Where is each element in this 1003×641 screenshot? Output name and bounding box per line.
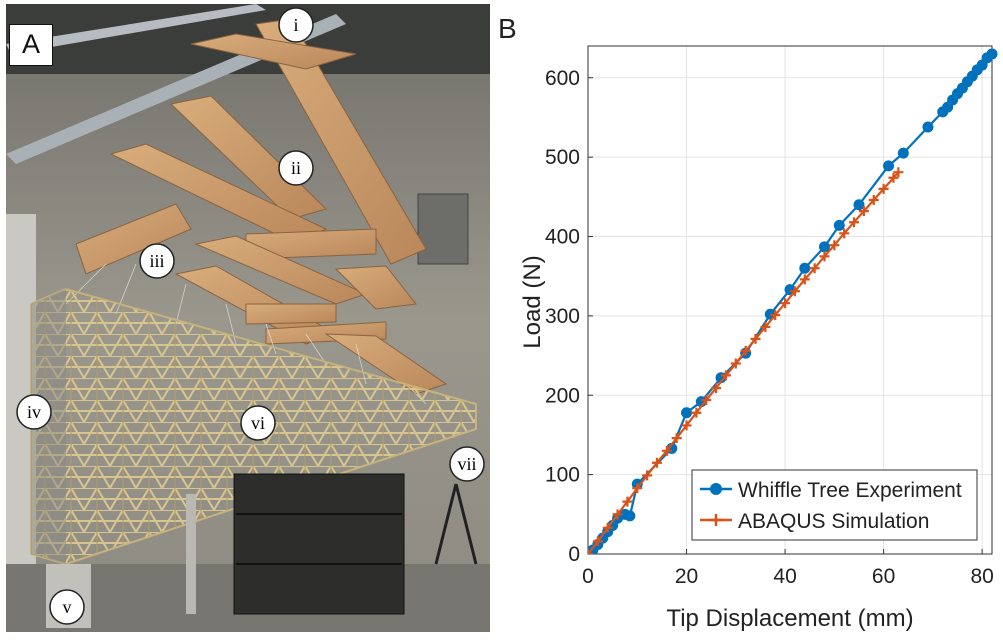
data-point <box>986 48 998 60</box>
y-tick-label: 300 <box>545 305 580 328</box>
legend-marker-circle-icon <box>710 483 722 495</box>
data-point <box>622 496 633 507</box>
callout-vi: vi <box>240 405 276 441</box>
data-point <box>701 395 712 406</box>
x-tick-label: 0 <box>582 565 594 588</box>
data-point <box>711 383 722 394</box>
y-tick-label: 0 <box>568 543 580 566</box>
data-point <box>624 510 636 522</box>
callout-vii-label: vii <box>457 454 476 474</box>
callout-v: v <box>49 589 85 625</box>
data-point <box>730 358 741 369</box>
series-simulation <box>588 167 904 554</box>
data-point <box>661 445 672 456</box>
data-point <box>849 217 860 228</box>
data-point <box>883 160 895 172</box>
x-axis-label: Tip Displacement (mm) <box>666 605 913 632</box>
data-point <box>809 263 820 274</box>
x-tick-label: 60 <box>872 565 895 588</box>
legend-label-experiment: Whiffle Tree Experiment <box>738 479 962 502</box>
callout-iv: iv <box>16 394 52 430</box>
chart-tick-labels: 0 20 40 60 80 0 100 200 300 400 500 600 <box>545 67 994 588</box>
data-point <box>868 194 879 205</box>
x-tick-label: 40 <box>773 565 796 588</box>
data-point <box>740 345 751 356</box>
data-point <box>888 172 899 183</box>
data-point <box>893 167 904 178</box>
x-tick-label: 80 <box>970 565 993 588</box>
chart-legend: Whiffle Tree Experiment ABAQUS Simulatio… <box>691 469 978 541</box>
legend-item-experiment: Whiffle Tree Experiment <box>700 479 962 502</box>
callout-iii-label: iii <box>149 251 164 271</box>
data-point <box>681 420 692 431</box>
data-point <box>829 240 840 251</box>
plot-frame <box>587 45 993 555</box>
chart-series <box>588 48 998 554</box>
data-point <box>602 522 613 533</box>
data-point <box>642 470 653 481</box>
data-point <box>858 206 869 217</box>
load-displacement-chart-panel: B 0 20 40 60 80 0 100 200 300 400 500 600 Tip Displ… <box>490 0 1003 636</box>
data-point <box>720 370 731 381</box>
callout-i: i <box>278 7 314 43</box>
callout-iv-label: iv <box>27 402 41 422</box>
data-point <box>760 321 771 332</box>
y-tick-label: 100 <box>545 464 580 487</box>
data-point <box>818 241 830 253</box>
callout-ii: ii <box>278 150 314 186</box>
load-displacement-chart: B 0 20 40 60 80 0 100 200 300 400 500 600 Tip Displ… <box>498 13 998 632</box>
data-point <box>681 407 693 419</box>
y-tick-label: 500 <box>545 146 580 169</box>
legend-box <box>691 469 978 541</box>
callout-layer: i ii iii iv v vi <box>16 7 485 625</box>
callout-ii-label: ii <box>291 158 301 178</box>
legend-marker-plus-icon <box>710 514 722 526</box>
x-tick-label: 20 <box>675 565 698 588</box>
y-tick-label: 400 <box>545 226 580 249</box>
data-point <box>819 251 830 262</box>
legend-label-simulation: ABAQUS Simulation <box>738 510 929 533</box>
callout-v-label: v <box>63 597 72 617</box>
y-tick-label: 200 <box>545 384 580 407</box>
data-point <box>770 310 781 321</box>
data-point <box>833 219 845 231</box>
data-point <box>651 457 662 468</box>
data-point <box>750 333 761 344</box>
data-point <box>878 183 889 194</box>
y-axis-label: Load (N) <box>519 255 546 348</box>
data-point <box>780 298 791 309</box>
data-point <box>632 483 643 494</box>
data-point <box>592 536 603 547</box>
data-point <box>671 433 682 444</box>
data-point <box>922 121 934 133</box>
y-tick-label: 600 <box>545 67 580 90</box>
callout-vii: vii <box>449 446 485 482</box>
panel-label-a: A <box>9 24 53 66</box>
callout-vi-label: vi <box>251 413 265 433</box>
data-point <box>799 274 810 285</box>
panel-label-b: B <box>498 13 517 44</box>
test-rig-photo: A i ii iii iv v <box>6 4 490 632</box>
data-point <box>853 199 865 211</box>
callout-i-label: i <box>293 15 298 35</box>
legend-item-simulation: ABAQUS Simulation <box>700 510 929 533</box>
data-point <box>799 262 811 274</box>
data-point <box>789 286 800 297</box>
data-point <box>691 407 702 418</box>
data-point <box>839 228 850 239</box>
callout-iii: iii <box>139 243 175 279</box>
data-point <box>612 509 623 520</box>
data-point <box>897 147 909 159</box>
